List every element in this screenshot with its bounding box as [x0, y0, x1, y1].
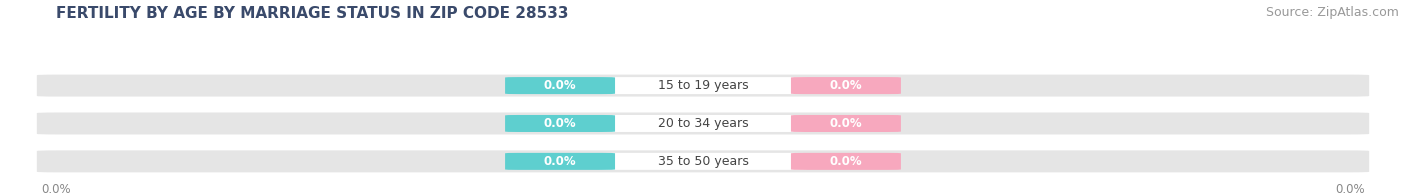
Text: 0.0%: 0.0% — [544, 79, 576, 92]
FancyBboxPatch shape — [37, 113, 1369, 134]
Text: 0.0%: 0.0% — [830, 155, 862, 168]
FancyBboxPatch shape — [505, 115, 614, 132]
Text: Source: ZipAtlas.com: Source: ZipAtlas.com — [1265, 6, 1399, 19]
FancyBboxPatch shape — [37, 150, 1369, 172]
FancyBboxPatch shape — [599, 153, 807, 170]
FancyBboxPatch shape — [37, 75, 1369, 97]
FancyBboxPatch shape — [505, 77, 614, 94]
Text: 0.0%: 0.0% — [544, 155, 576, 168]
FancyBboxPatch shape — [599, 77, 807, 94]
FancyBboxPatch shape — [505, 153, 614, 170]
Text: 35 to 50 years: 35 to 50 years — [658, 155, 748, 168]
Text: 0.0%: 0.0% — [830, 79, 862, 92]
FancyBboxPatch shape — [792, 77, 901, 94]
Text: 0.0%: 0.0% — [544, 117, 576, 130]
FancyBboxPatch shape — [599, 115, 807, 132]
Text: 20 to 34 years: 20 to 34 years — [658, 117, 748, 130]
Text: 15 to 19 years: 15 to 19 years — [658, 79, 748, 92]
Text: 0.0%: 0.0% — [830, 117, 862, 130]
FancyBboxPatch shape — [792, 153, 901, 170]
Text: FERTILITY BY AGE BY MARRIAGE STATUS IN ZIP CODE 28533: FERTILITY BY AGE BY MARRIAGE STATUS IN Z… — [56, 6, 569, 21]
FancyBboxPatch shape — [792, 115, 901, 132]
